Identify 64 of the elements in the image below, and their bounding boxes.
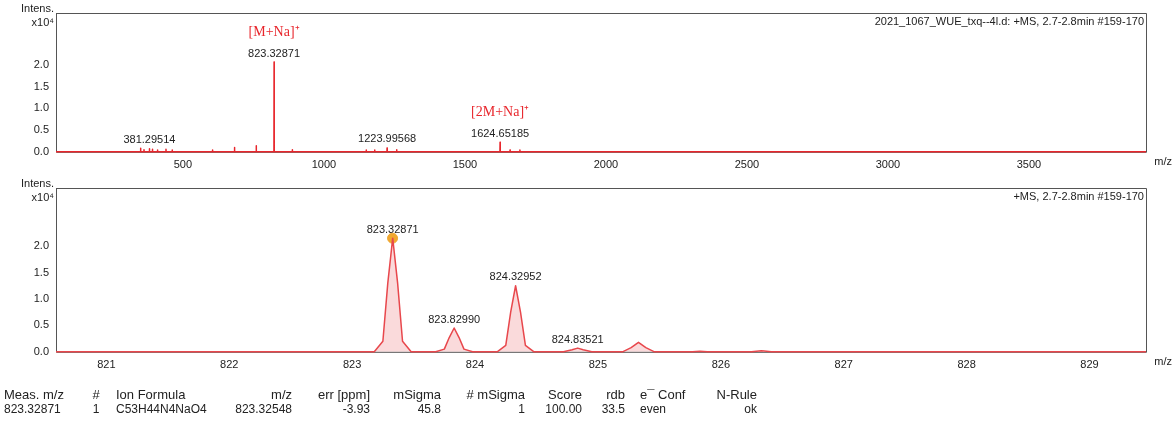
y-axis-title: Intens. x10⁴ — [20, 1, 55, 28]
x-tick-label: 500 — [173, 158, 193, 171]
annotation: 823.32871 — [248, 46, 301, 59]
text: 100.00 — [545, 402, 582, 416]
x-tick-label: 3000 — [875, 158, 901, 171]
annotation: [M+Na]⁺ — [248, 23, 300, 39]
y-tick-label: 0.5 — [33, 318, 49, 331]
x-tick-label: 825 — [588, 358, 608, 371]
text: C53H44N4NaO4 — [116, 402, 207, 416]
y-tick-label: 0.5 — [33, 123, 49, 136]
annotation: 381.29514 — [123, 133, 176, 146]
x-tick-label: 2000 — [593, 158, 619, 171]
x-tick-label: 827 — [834, 358, 853, 371]
text: Meas. m/z — [4, 387, 64, 402]
annotation: 824.83521 — [551, 332, 604, 345]
x-tick-label: 2500 — [734, 158, 760, 171]
y-tick-label: 0.0 — [33, 144, 49, 157]
text: e¯ Conf — [640, 387, 686, 402]
y-tick-label: 1.0 — [33, 101, 49, 114]
annotation: 1624.65185 — [471, 126, 530, 139]
text: m/z — [271, 387, 292, 402]
annotation: 1223.99568 — [358, 132, 417, 145]
x-tick-label: 829 — [1080, 358, 1099, 371]
y-tick-label: 2.0 — [33, 239, 49, 252]
text: mSigma — [393, 387, 441, 402]
x-axis-title: m/z — [1154, 355, 1172, 368]
x-tick-label: 826 — [711, 358, 730, 371]
x-tick-label: 821 — [97, 358, 116, 371]
text: # mSigma — [466, 387, 525, 402]
y-tick-label: 1.5 — [33, 79, 49, 92]
annotation: 823.32871 — [366, 222, 419, 235]
x-tick-label: 823 — [342, 358, 362, 371]
x-tick-label: 822 — [220, 358, 239, 371]
text: # — [92, 387, 100, 402]
chart-subtitle: +MS, 2.7-2.8min #159-170 — [1013, 189, 1144, 202]
text: 823.32871 — [4, 402, 61, 416]
text: ok — [744, 402, 757, 416]
chart-subtitle: 2021_1067_WUE_txq--4l.d: +MS, 2.7-2.8min #159-170 — [874, 14, 1144, 27]
annotation: 823.82990 — [428, 312, 481, 325]
x-tick-label: 1500 — [452, 158, 478, 171]
y-axis-title: Intens. x10⁴ — [20, 176, 55, 203]
annotation: [2M+Na]⁺ — [471, 103, 530, 119]
text: 1 — [518, 402, 525, 416]
text: N-Rule — [716, 387, 757, 402]
x-tick-label: 828 — [957, 358, 976, 371]
text: Ion Formula — [116, 387, 186, 402]
y-tick-label: 2.0 — [33, 58, 49, 71]
y-tick-label: 0.0 — [33, 344, 49, 357]
y-tick-label: 1.0 — [33, 291, 49, 304]
text: 823.32548 — [235, 402, 292, 416]
text: rdb — [606, 387, 625, 402]
text: 45.8 — [417, 402, 441, 416]
x-tick-label: 3500 — [1016, 158, 1042, 171]
x-tick-label: 824 — [465, 358, 485, 371]
annotation: 824.32952 — [489, 270, 542, 283]
y-tick-label: 1.5 — [33, 265, 49, 278]
text: Score — [548, 387, 582, 402]
text: 33.5 — [601, 402, 625, 416]
x-axis-title: m/z — [1154, 155, 1172, 168]
text: even — [640, 402, 667, 416]
x-tick-label: 1000 — [311, 158, 337, 171]
text: -3.93 — [342, 402, 370, 416]
text: err [ppm] — [317, 387, 370, 402]
text: 1 — [92, 402, 100, 416]
